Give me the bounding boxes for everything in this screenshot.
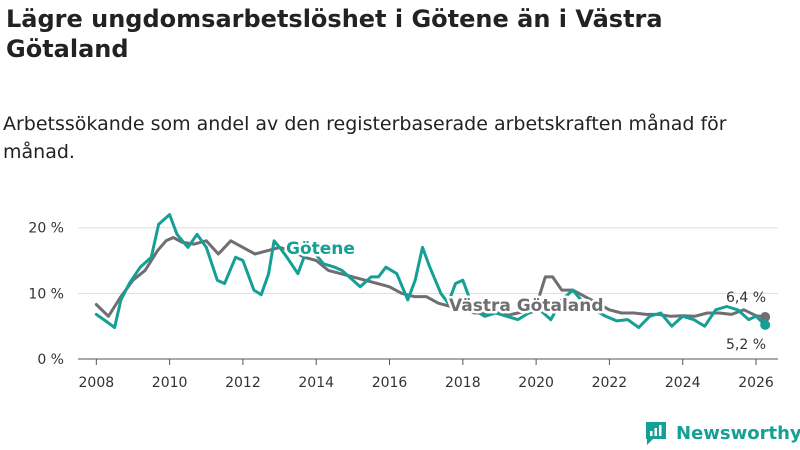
y-tick-label: 0 % (37, 352, 64, 368)
x-tick-label: 2018 (445, 375, 481, 390)
gotene-end-label: 5,2 % (726, 337, 766, 353)
gotene-series-line (94, 213, 767, 329)
x-tick-label: 2008 (79, 375, 115, 390)
vastra-gotaland-series-line (94, 236, 767, 319)
y-tick-label: 20 % (28, 221, 64, 237)
gotene-series-label: Götene (286, 239, 355, 259)
chart-subtitle: Arbetssökande som andel av den registerb… (3, 113, 727, 163)
x-tick-label: 2010 (152, 375, 188, 390)
vastra-gotaland-end-label: 6,4 % (726, 290, 766, 306)
brand-name: Newsworthy (676, 422, 800, 444)
x-tick-label: 2014 (298, 375, 334, 390)
x-tick-label: 2020 (518, 375, 554, 390)
chart-title: Lägre ungdomsarbetslöshet i Götene än i … (6, 5, 663, 63)
line-chart: 0 % 10 % 20 % 2008 2010 2012 2014 2016 2018 2020 2… (28, 213, 778, 390)
x-tick-label: 2016 (372, 375, 408, 390)
newsworthy-logo-icon (646, 422, 666, 445)
newsworthy-brand[interactable]: Newsworthy (644, 418, 800, 448)
x-tick-label: 2022 (592, 375, 628, 390)
gotene-end-point (760, 319, 771, 330)
y-tick-label: 10 % (28, 286, 64, 302)
x-tick-label: 2012 (225, 375, 261, 390)
vastra-gotaland-end-point (760, 311, 771, 322)
x-tick-label: 2026 (738, 375, 774, 390)
x-tick-label: 2024 (665, 375, 701, 390)
vastra-gotaland-series-label: Västra Götaland (449, 296, 604, 316)
